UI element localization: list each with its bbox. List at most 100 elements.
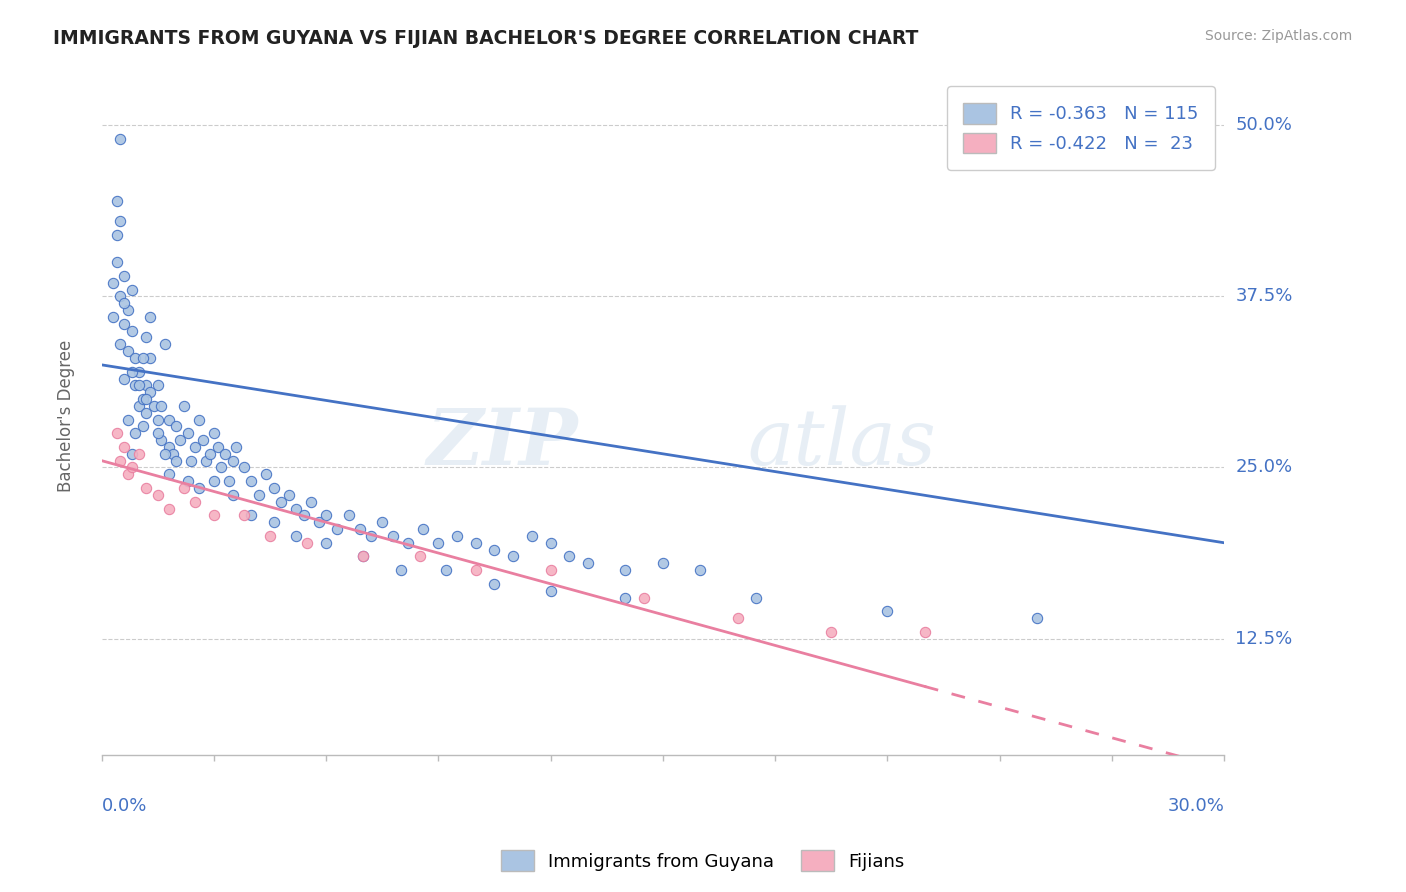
Point: [382, 529, 405, 543]
Point: [412, 522, 434, 536]
Point: [240, 508, 263, 523]
Point: [270, 494, 292, 508]
Point: [187, 412, 209, 426]
Point: [540, 535, 562, 549]
Point: [117, 344, 139, 359]
Point: [207, 440, 229, 454]
Point: [315, 535, 337, 549]
Point: [198, 447, 221, 461]
Point: [633, 591, 655, 605]
Point: [112, 268, 135, 283]
Legend: R = -0.363   N = 115, R = -0.422   N =  23: R = -0.363 N = 115, R = -0.422 N = 23: [948, 87, 1215, 169]
Point: [914, 624, 936, 639]
Point: [110, 214, 132, 228]
Point: [157, 501, 180, 516]
Point: [484, 577, 506, 591]
Point: [128, 447, 150, 461]
Point: [297, 535, 319, 549]
Point: [353, 549, 375, 564]
Point: [308, 515, 330, 529]
Point: [727, 611, 749, 625]
Point: [121, 460, 143, 475]
Point: [124, 426, 146, 441]
Point: [408, 549, 430, 564]
Point: [434, 563, 457, 577]
Point: [1026, 611, 1049, 625]
Text: 37.5%: 37.5%: [1236, 287, 1292, 305]
Point: [247, 488, 270, 502]
Point: [128, 399, 150, 413]
Text: atlas: atlas: [747, 405, 936, 482]
Point: [128, 378, 150, 392]
Point: [101, 276, 124, 290]
Point: [446, 529, 468, 543]
Point: [202, 426, 225, 441]
Point: [202, 474, 225, 488]
Point: [121, 283, 143, 297]
Y-axis label: Bachelor's Degree: Bachelor's Degree: [58, 340, 75, 492]
Text: 25.0%: 25.0%: [1236, 458, 1292, 476]
Point: [110, 289, 132, 303]
Point: [146, 488, 169, 502]
Point: [614, 563, 637, 577]
Point: [121, 365, 143, 379]
Text: Source: ZipAtlas.com: Source: ZipAtlas.com: [1205, 29, 1353, 43]
Point: [315, 508, 337, 523]
Point: [112, 296, 135, 310]
Point: [221, 453, 243, 467]
Point: [232, 460, 254, 475]
Point: [263, 515, 285, 529]
Point: [263, 481, 285, 495]
Point: [180, 453, 202, 467]
Text: 12.5%: 12.5%: [1236, 630, 1292, 648]
Point: [558, 549, 581, 564]
Point: [132, 419, 155, 434]
Point: [540, 583, 562, 598]
Text: 30.0%: 30.0%: [1167, 797, 1225, 814]
Point: [150, 399, 173, 413]
Point: [135, 378, 157, 392]
Point: [121, 447, 143, 461]
Point: [225, 440, 247, 454]
Point: [464, 535, 486, 549]
Point: [285, 501, 308, 516]
Point: [876, 604, 898, 618]
Point: [502, 549, 524, 564]
Point: [259, 529, 281, 543]
Point: [101, 310, 124, 324]
Point: [157, 412, 180, 426]
Point: [218, 474, 240, 488]
Point: [150, 433, 173, 447]
Text: ZIP: ZIP: [427, 405, 579, 482]
Point: [360, 529, 382, 543]
Text: 0.0%: 0.0%: [101, 797, 148, 814]
Point: [112, 371, 135, 385]
Text: IMMIGRANTS FROM GUYANA VS FIJIAN BACHELOR'S DEGREE CORRELATION CHART: IMMIGRANTS FROM GUYANA VS FIJIAN BACHELO…: [53, 29, 918, 47]
Point: [337, 508, 360, 523]
Point: [396, 535, 419, 549]
Point: [285, 529, 308, 543]
Point: [540, 563, 562, 577]
Point: [254, 467, 277, 482]
Point: [169, 433, 191, 447]
Point: [209, 460, 232, 475]
Point: [110, 337, 132, 351]
Point: [299, 494, 322, 508]
Point: [195, 453, 218, 467]
Point: [135, 406, 157, 420]
Point: [128, 365, 150, 379]
Point: [349, 522, 371, 536]
Point: [651, 556, 673, 570]
Point: [146, 426, 169, 441]
Point: [139, 385, 162, 400]
Point: [202, 508, 225, 523]
Point: [139, 351, 162, 365]
Point: [240, 474, 263, 488]
Point: [105, 194, 128, 208]
Point: [146, 412, 169, 426]
Point: [184, 494, 207, 508]
Point: [820, 624, 842, 639]
Point: [135, 330, 157, 344]
Point: [614, 591, 637, 605]
Point: [117, 467, 139, 482]
